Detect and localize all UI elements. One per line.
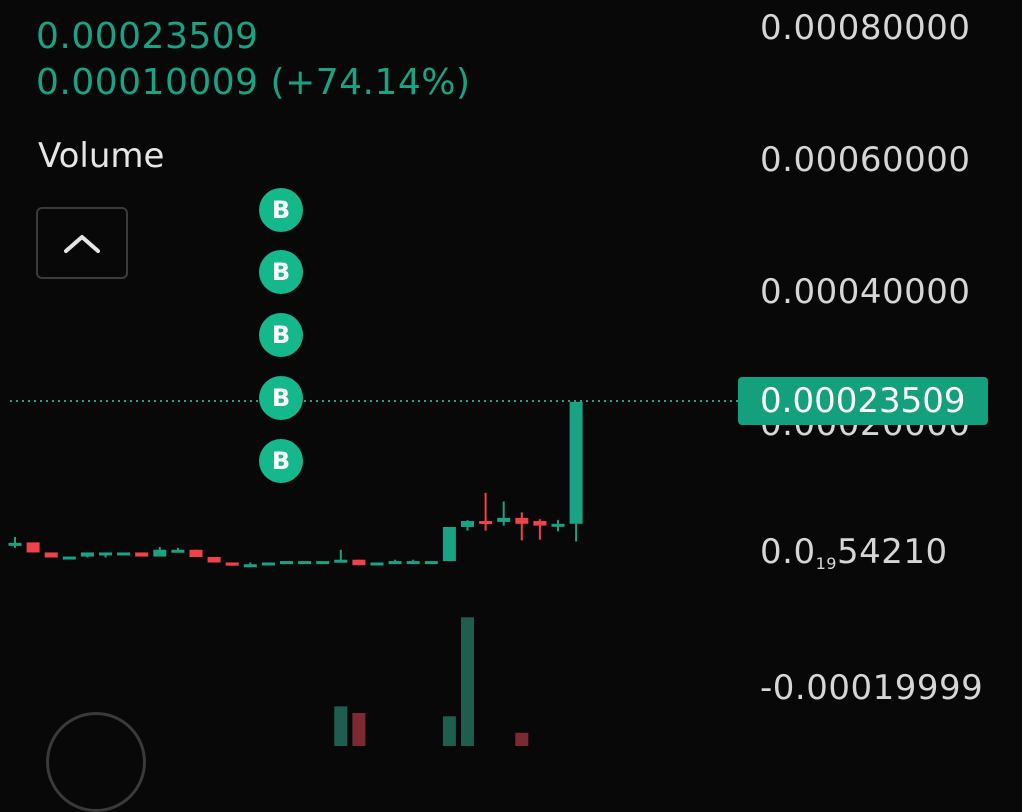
- candle-body[interactable]: [298, 561, 312, 565]
- buy-marker[interactable]: B: [259, 188, 303, 232]
- candle-body[interactable]: [8, 542, 22, 546]
- price-axis-tick: 0.00060000: [760, 140, 971, 180]
- candle-body[interactable]: [316, 561, 330, 565]
- candle-body[interactable]: [370, 562, 384, 566]
- candle-body[interactable]: [99, 552, 112, 556]
- candle-body[interactable]: [551, 523, 565, 527]
- candle-body[interactable]: [533, 521, 547, 526]
- candle-body[interactable]: [26, 542, 40, 553]
- candle-body[interactable]: [388, 561, 402, 565]
- floating-circle-button[interactable]: [46, 712, 146, 812]
- candle-body[interactable]: [406, 561, 420, 565]
- candle-body[interactable]: [442, 526, 456, 562]
- price-axis-tick: 0.01954210: [760, 532, 948, 573]
- candle-body[interactable]: [171, 549, 185, 553]
- volume-bar: [334, 706, 348, 746]
- volume-bar: [352, 713, 366, 746]
- price-axis-tick: 0.00020000: [760, 424, 971, 444]
- candle-body[interactable]: [225, 562, 239, 566]
- candle-body[interactable]: [243, 564, 257, 568]
- price-axis-tick: 0.00040000: [760, 272, 971, 312]
- price-change-text: 0.00010009 (+74.14%): [36, 62, 471, 103]
- candle-body[interactable]: [207, 557, 221, 563]
- candle-body[interactable]: [135, 552, 149, 557]
- last-price-text: 0.00023509: [36, 16, 259, 57]
- candle-body[interactable]: [424, 561, 438, 565]
- candle-body[interactable]: [352, 559, 366, 566]
- candles: [8, 401, 583, 568]
- buy-marker[interactable]: B: [259, 439, 303, 483]
- price-axis-tick-main: 0.0: [760, 532, 816, 572]
- candle-body[interactable]: [153, 549, 167, 557]
- last-price-tag: 0.00023509: [738, 377, 988, 425]
- candle-body[interactable]: [189, 549, 203, 558]
- volume-label: Volume: [38, 136, 165, 176]
- price-axis-tick: -0.00019999: [760, 668, 984, 708]
- candle-body[interactable]: [80, 552, 94, 557]
- candle-body[interactable]: [117, 552, 131, 556]
- candle-body[interactable]: [497, 517, 511, 522]
- chevron-up-icon: [64, 235, 100, 253]
- price-axis-tick: 0.00080000: [760, 8, 971, 48]
- buy-marker[interactable]: B: [259, 313, 303, 357]
- buy-marker[interactable]: B: [259, 250, 303, 294]
- price-info: 0.00023509 0.00010009 (+74.14%): [36, 14, 471, 106]
- collapse-button[interactable]: [36, 207, 128, 279]
- volume-bar: [461, 617, 474, 746]
- candle-body[interactable]: [62, 556, 76, 560]
- candle-body[interactable]: [261, 562, 275, 566]
- volume-bar: [442, 716, 456, 746]
- volume-bar: [515, 732, 529, 746]
- candlestick-chart[interactable]: [0, 0, 1022, 746]
- candle-body[interactable]: [44, 552, 58, 558]
- candle-body[interactable]: [280, 561, 293, 565]
- volume-bars: [334, 617, 529, 746]
- candle-body[interactable]: [569, 401, 583, 524]
- buy-marker[interactable]: B: [259, 376, 303, 420]
- candle-body[interactable]: [334, 559, 348, 563]
- price-axis-tick-tail: 54210: [836, 532, 948, 572]
- candle-body[interactable]: [479, 521, 493, 525]
- candle-body[interactable]: [461, 521, 474, 527]
- price-axis-tick-zero-count: 19: [815, 554, 837, 573]
- candle-body[interactable]: [515, 517, 529, 524]
